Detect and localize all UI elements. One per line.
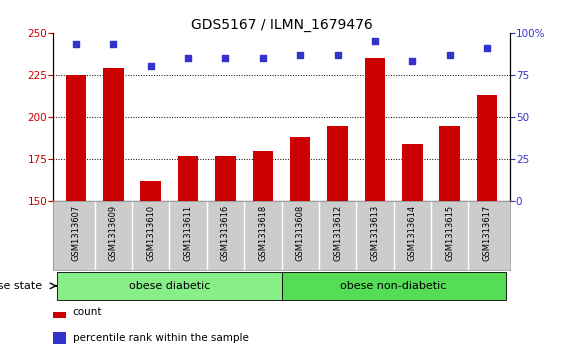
Bar xyxy=(140,181,161,201)
Point xyxy=(296,52,305,57)
Text: obese non-diabetic: obese non-diabetic xyxy=(341,281,447,291)
Bar xyxy=(402,144,423,201)
Title: GDS5167 / ILMN_1679476: GDS5167 / ILMN_1679476 xyxy=(191,18,372,32)
Text: percentile rank within the sample: percentile rank within the sample xyxy=(73,333,248,343)
Bar xyxy=(290,137,310,201)
Bar xyxy=(57,272,282,300)
Bar xyxy=(178,156,198,201)
Bar xyxy=(103,68,123,201)
Point xyxy=(333,52,342,57)
Point xyxy=(370,38,379,44)
Text: GSM1313616: GSM1313616 xyxy=(221,205,230,261)
Bar xyxy=(253,151,273,201)
Text: GSM1313614: GSM1313614 xyxy=(408,205,417,261)
Point xyxy=(146,64,155,69)
Bar xyxy=(282,272,506,300)
Text: GSM1313608: GSM1313608 xyxy=(296,205,305,261)
Text: GSM1313611: GSM1313611 xyxy=(184,205,193,261)
Text: GSM1313615: GSM1313615 xyxy=(445,205,454,261)
Text: obese diabetic: obese diabetic xyxy=(129,281,210,291)
Point xyxy=(72,42,81,48)
Point xyxy=(184,55,193,61)
Point xyxy=(482,45,491,51)
Text: count: count xyxy=(73,307,102,317)
Point xyxy=(445,52,454,57)
Bar xyxy=(215,156,236,201)
Bar xyxy=(53,306,66,318)
Bar xyxy=(365,58,385,201)
Point xyxy=(258,55,267,61)
Point xyxy=(109,42,118,48)
Bar xyxy=(477,95,497,201)
Point xyxy=(408,58,417,64)
Text: GSM1313613: GSM1313613 xyxy=(370,205,379,261)
Text: disease state: disease state xyxy=(0,281,42,291)
Text: GSM1313612: GSM1313612 xyxy=(333,205,342,261)
Text: GSM1313607: GSM1313607 xyxy=(72,205,81,261)
Text: GSM1313610: GSM1313610 xyxy=(146,205,155,261)
Bar xyxy=(66,75,86,201)
Bar xyxy=(440,126,460,201)
Text: GSM1313617: GSM1313617 xyxy=(482,205,491,261)
Bar xyxy=(327,126,348,201)
Text: GSM1313609: GSM1313609 xyxy=(109,205,118,261)
Point xyxy=(221,55,230,61)
Bar xyxy=(53,332,66,344)
Text: GSM1313618: GSM1313618 xyxy=(258,205,267,261)
